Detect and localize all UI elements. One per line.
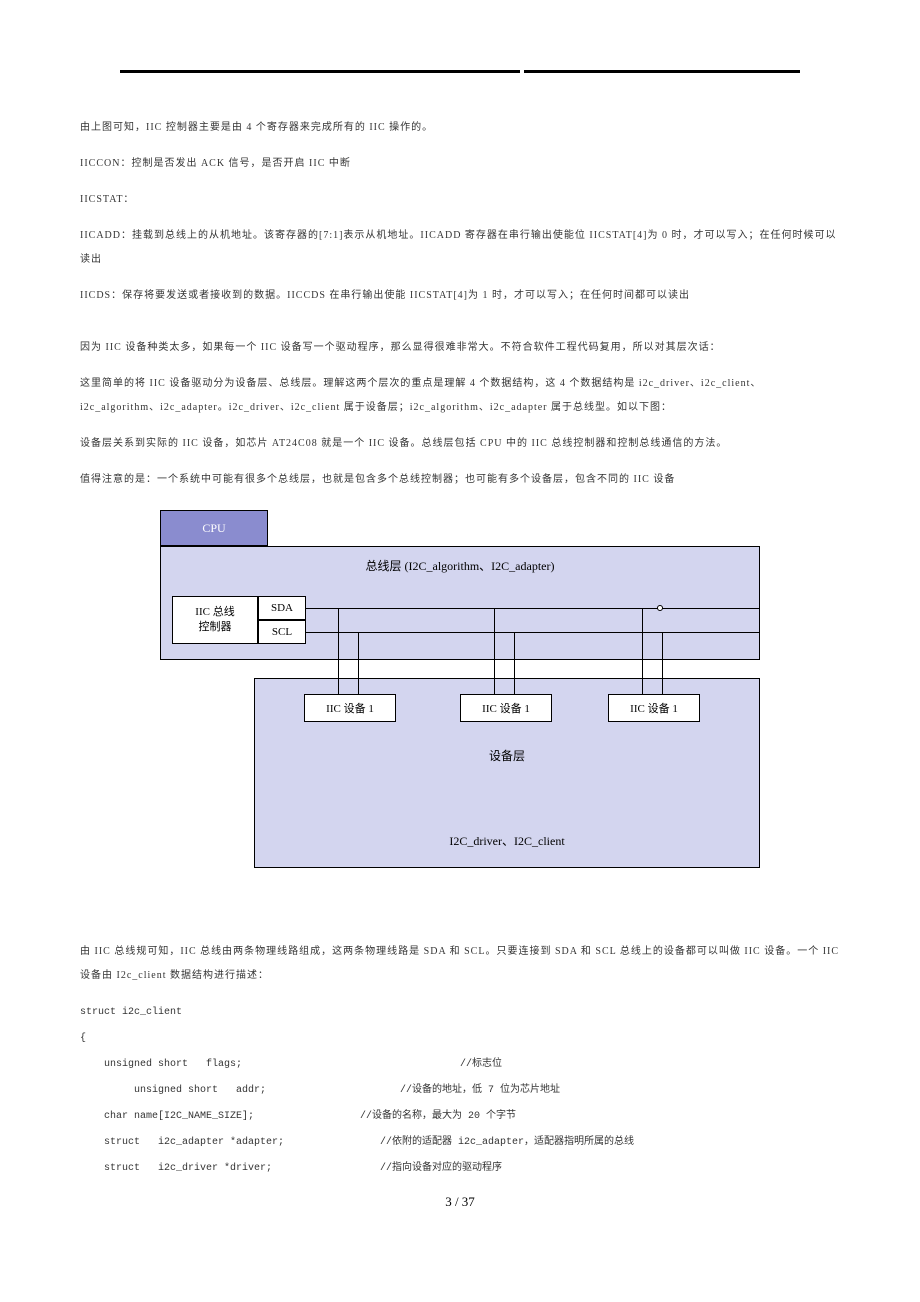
code-block: struct i2c_client { unsigned short flags…: [80, 1000, 840, 1182]
code-line: {: [80, 1026, 840, 1052]
code-comment: //依附的适配器 i2c_adapter，适配器指明所属的总线: [380, 1130, 634, 1156]
cpu-label: CPU: [202, 521, 225, 536]
device-layer-sub: I2C_driver、I2C_client: [255, 832, 759, 849]
paragraph: IICDS：保存将要发送或者接收到的数据。IICCDS 在串行输出使能 IICS…: [80, 284, 840, 308]
code-decl: struct i2c_adapter *adapter;: [80, 1130, 380, 1156]
code-decl: struct i2c_driver *driver;: [80, 1156, 380, 1182]
device-label: IIC 设备 1: [326, 700, 374, 716]
paragraph: 因为 IIC 设备种类太多，如果每一个 IIC 设备写一个驱动程序，那么显得很难…: [80, 336, 840, 360]
paragraph: 这里简单的将 IIC 设备驱动分为设备层、总线层。理解这两个层次的重点是理解 4…: [80, 372, 840, 420]
device-label: IIC 设备 1: [630, 700, 678, 716]
paragraph: IICSTAT：: [80, 188, 840, 212]
connector: [662, 632, 663, 694]
connector: [338, 608, 339, 694]
paragraph: IICCON：控制是否发出 ACK 信号，是否开启 IIC 中断: [80, 152, 840, 176]
bus-node-dot: [657, 605, 663, 611]
connector: [514, 632, 515, 694]
sda-line: [306, 608, 760, 609]
sda-box: SDA: [258, 596, 306, 620]
paragraph: IICADD：挂载到总线上的从机地址。该寄存器的[7:1]表示从机地址。IICA…: [80, 224, 840, 272]
body-text-2: 由 IIC 总线规可知，IIC 总线由两条物理线路组成，这两条物理线路是 SDA…: [80, 940, 840, 988]
code-line: char name[I2C_NAME_SIZE]; //设备的名称，最大为 20…: [80, 1104, 840, 1130]
cpu-box: CPU: [160, 510, 268, 546]
paragraph: 值得注意的是：一个系统中可能有很多个总线层，也就是包含多个总线控制器；也可能有多…: [80, 468, 840, 492]
code-line: unsigned short addr; //设备的地址，低 7 位为芯片地址: [80, 1078, 840, 1104]
code-decl: unsigned short flags;: [80, 1052, 460, 1078]
controller-label-1: IIC 总线: [195, 605, 234, 620]
paragraph: 由 IIC 总线规可知，IIC 总线由两条物理线路组成，这两条物理线路是 SDA…: [80, 940, 840, 988]
bus-layer-label: 总线层 (I2C_algorithm、I2C_adapter): [161, 557, 759, 574]
connector: [358, 632, 359, 694]
code-comment: //设备的地址，低 7 位为芯片地址: [400, 1078, 560, 1104]
page-number: 3 / 37: [80, 1194, 840, 1210]
code-decl: char name[I2C_NAME_SIZE];: [80, 1104, 360, 1130]
code-line: struct i2c_driver *driver; //指向设备对应的驱动程序: [80, 1156, 840, 1182]
header-rule: [120, 70, 800, 73]
controller-label-2: 控制器: [199, 620, 232, 635]
paragraph: 设备层关系到实际的 IIC 设备，如芯片 AT24C08 就是一个 IIC 设备…: [80, 432, 840, 456]
scl-line: [306, 632, 760, 633]
code-line: struct i2c_adapter *adapter; //依附的适配器 i2…: [80, 1130, 840, 1156]
code-line: unsigned short flags; //标志位: [80, 1052, 840, 1078]
connector: [494, 608, 495, 694]
code-line: struct i2c_client: [80, 1000, 840, 1026]
device-box: IIC 设备 1: [460, 694, 552, 722]
device-label: IIC 设备 1: [482, 700, 530, 716]
device-layer-title: 设备层: [255, 747, 759, 764]
scl-box: SCL: [258, 620, 306, 644]
body-text: 由上图可知，IIC 控制器主要是由 4 个寄存器来完成所有的 IIC 操作的。 …: [80, 116, 840, 492]
paragraph: 由上图可知，IIC 控制器主要是由 4 个寄存器来完成所有的 IIC 操作的。: [80, 116, 840, 140]
scl-label: SCL: [272, 626, 292, 638]
code-comment: //标志位: [460, 1052, 502, 1078]
controller-box: IIC 总线 控制器: [172, 596, 258, 644]
architecture-diagram: CPU 总线层 (I2C_algorithm、I2C_adapter) IIC …: [160, 510, 760, 900]
device-box: IIC 设备 1: [608, 694, 700, 722]
sda-label: SDA: [271, 602, 293, 614]
code-comment: //指向设备对应的驱动程序: [380, 1156, 502, 1182]
document-page: 由上图可知，IIC 控制器主要是由 4 个寄存器来完成所有的 IIC 操作的。 …: [0, 0, 920, 1230]
code-comment: //设备的名称，最大为 20 个字节: [360, 1104, 516, 1130]
device-box: IIC 设备 1: [304, 694, 396, 722]
code-decl: unsigned short addr;: [80, 1078, 400, 1104]
connector: [642, 608, 643, 694]
